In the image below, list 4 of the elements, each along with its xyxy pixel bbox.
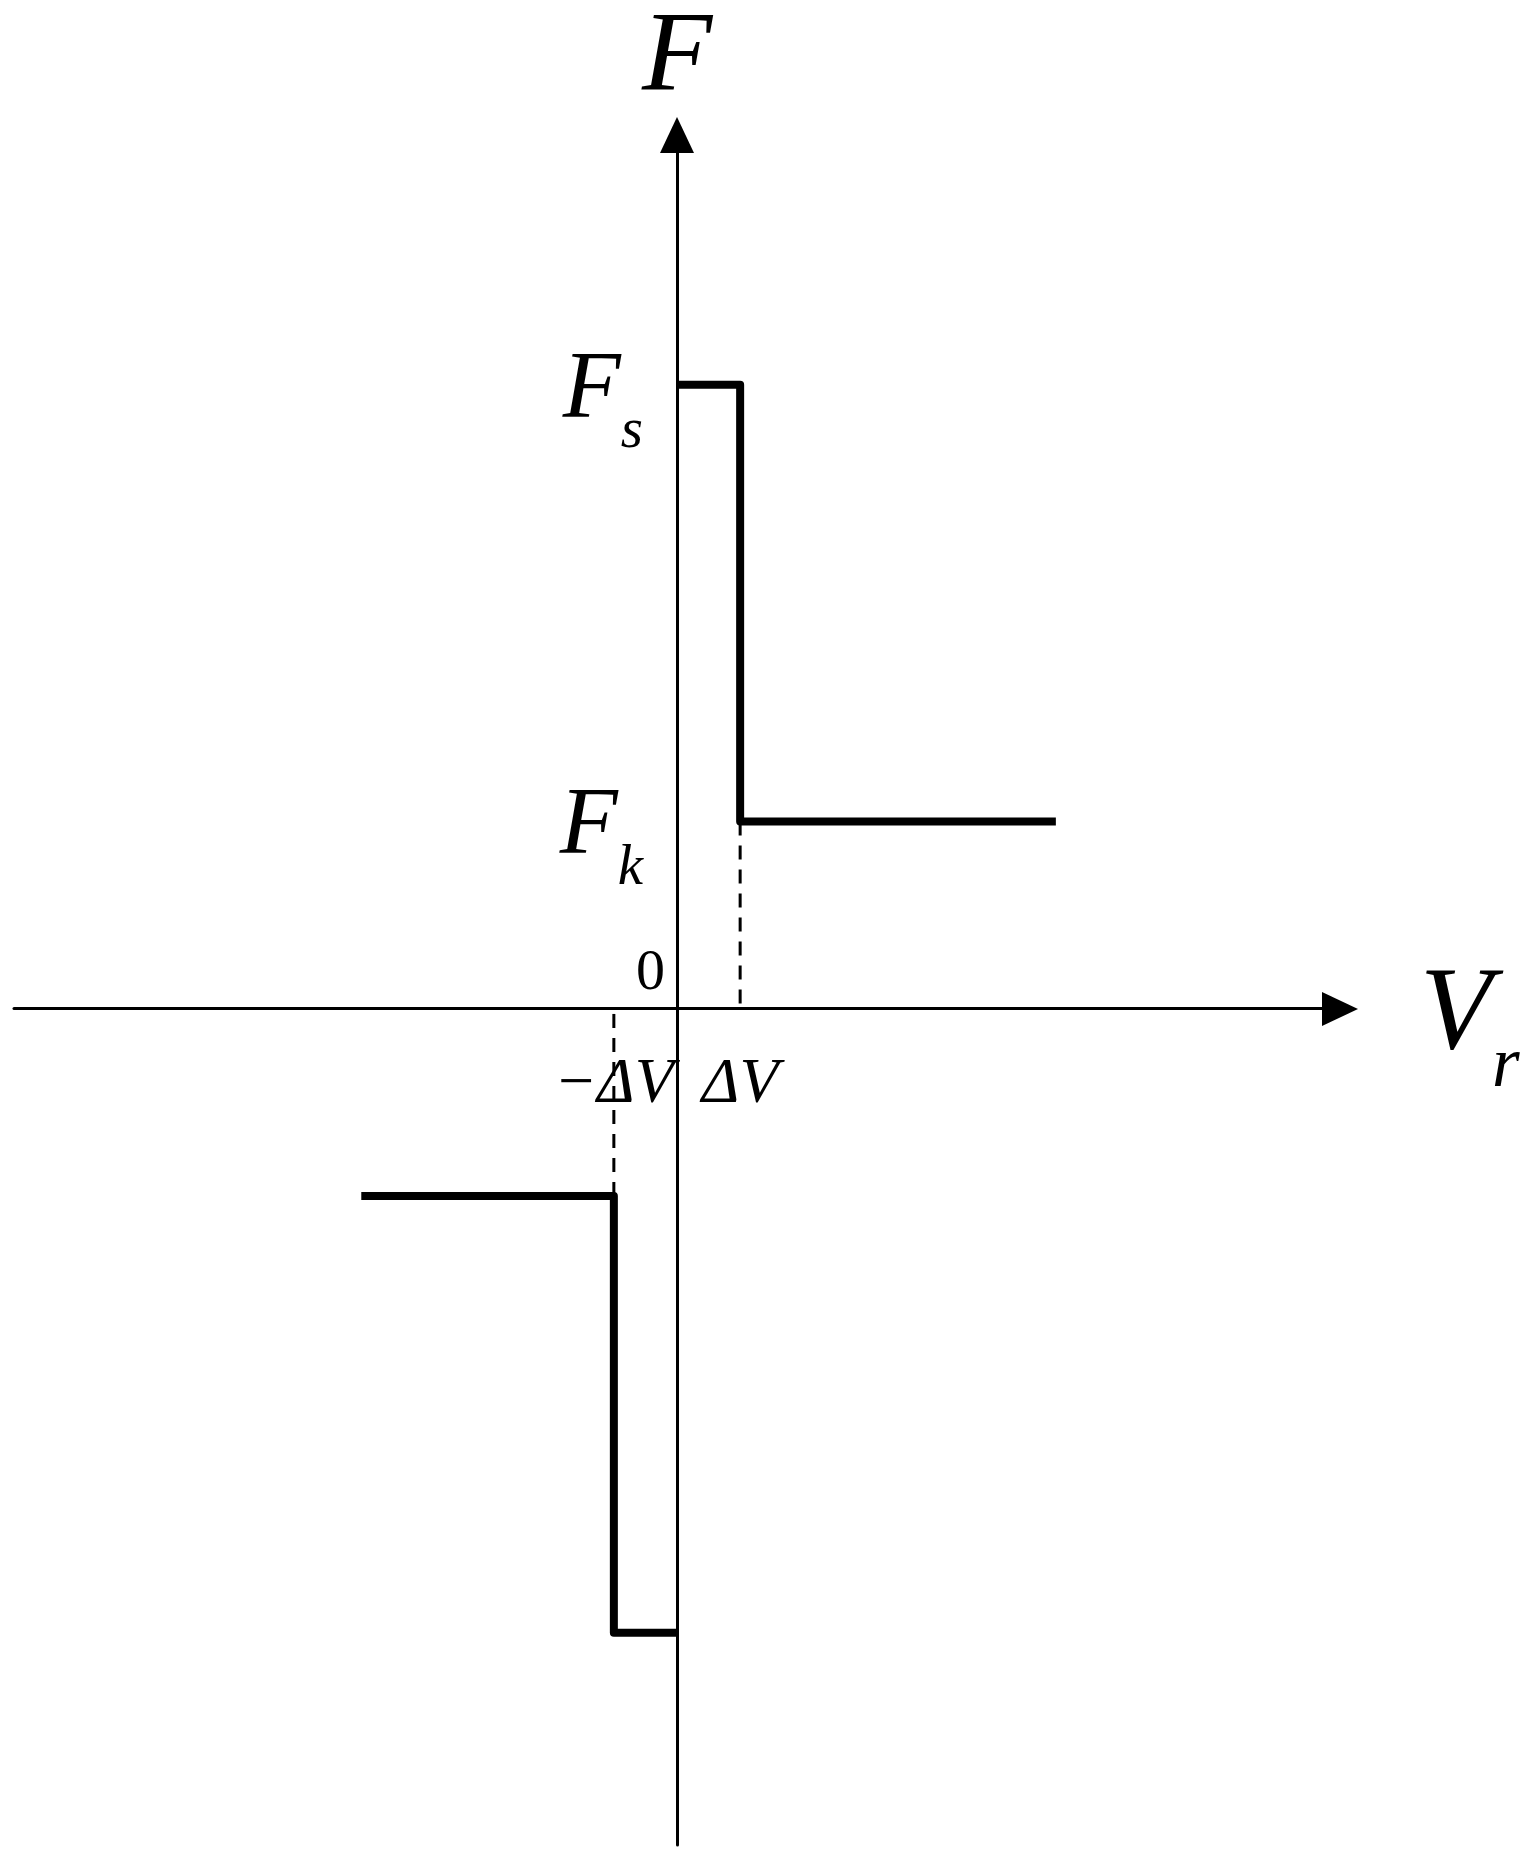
y-axis-title: F xyxy=(640,0,714,115)
x-tick-label: −ΔV xyxy=(553,1045,681,1117)
annotation: 0 xyxy=(636,937,665,1003)
x-tick-label: ΔV xyxy=(698,1045,786,1117)
